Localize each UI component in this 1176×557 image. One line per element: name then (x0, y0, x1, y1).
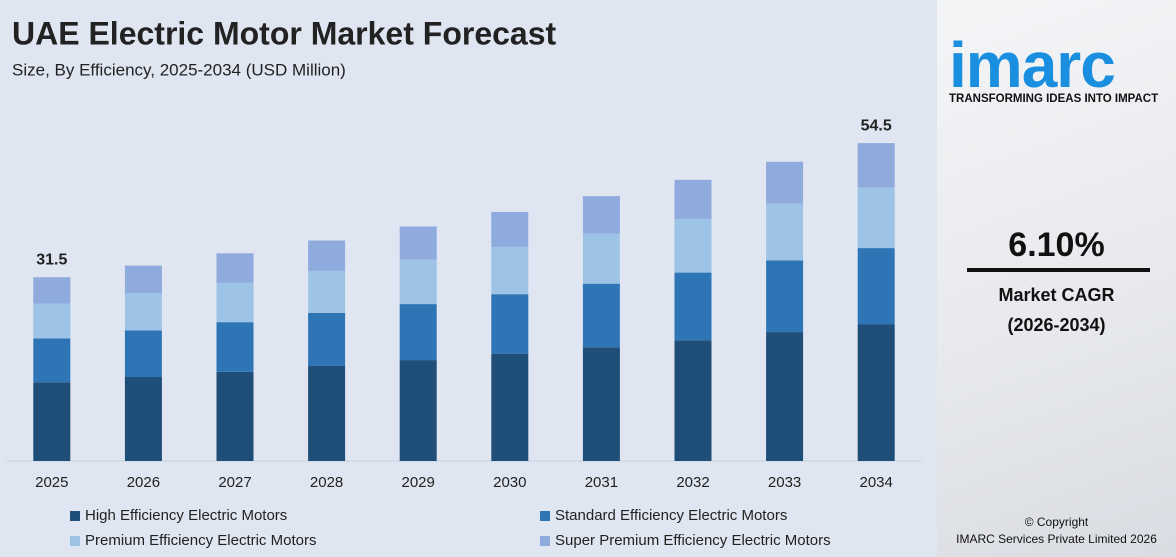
bar-segment (857, 143, 895, 188)
logo: imarc (949, 29, 1116, 101)
bar-segment (582, 196, 620, 234)
bar-segment (857, 187, 895, 249)
legend-label: Premium Efficiency Electric Motors (85, 532, 316, 549)
bar-segment (399, 360, 437, 461)
bar-segment (33, 303, 71, 339)
x-tick-label: 2028 (310, 474, 343, 491)
bar-segment (33, 338, 71, 383)
bar-segment (399, 304, 437, 361)
bar-segment (124, 265, 162, 293)
cagr-period: (2026-2034) (1007, 315, 1106, 335)
total-label: 54.5 (861, 117, 892, 134)
bar-segment (674, 218, 712, 273)
bar-segment (491, 353, 529, 461)
bar-segment (582, 283, 620, 348)
bar-segment (216, 371, 254, 461)
cagr-value: 6.10% (1008, 226, 1105, 264)
legend-swatch (540, 536, 550, 546)
bar-segment (857, 324, 895, 461)
legend-swatch (70, 536, 80, 546)
copyright: © Copyright (1024, 515, 1089, 529)
bar-segment (216, 282, 254, 323)
chart-title: UAE Electric Motor Market Forecast (12, 15, 557, 51)
bar-segment (766, 203, 804, 261)
bar-segment (399, 226, 437, 260)
bar-segment (124, 293, 162, 331)
bar-segment (216, 253, 254, 283)
bar-segment (124, 377, 162, 461)
bar-segment (308, 312, 346, 366)
bar-segment (308, 270, 346, 313)
bar-segment (33, 277, 71, 304)
bar-segment (308, 365, 346, 461)
company: IMARC Services Private Limited 2026 (956, 532, 1157, 546)
bar-segment (124, 330, 162, 377)
legend-swatch (70, 511, 80, 521)
divider (967, 268, 1150, 272)
bar-segment (766, 260, 804, 333)
bar-segment (399, 259, 437, 305)
total-label: 31.5 (36, 251, 67, 268)
bar-segment (674, 179, 712, 219)
cagr-label: Market CAGR (998, 285, 1115, 305)
tagline: TRANSFORMING IDEAS INTO IMPACT (949, 93, 1159, 105)
bar-segment (766, 161, 804, 204)
bar-segment (491, 211, 529, 247)
bar-segment (216, 322, 254, 372)
legend-label: Standard Efficiency Electric Motors (555, 507, 787, 524)
x-tick-label: 2029 (402, 474, 435, 491)
chart: UAE Electric Motor Market Forecast Size,… (6, 15, 922, 549)
chart-subtitle: Size, By Efficiency, 2025-2034 (USD Mill… (12, 60, 346, 79)
sidebar: imarc TRANSFORMING IDEAS INTO IMPACT 6.1… (937, 0, 1176, 557)
x-tick-label: 2027 (218, 474, 251, 491)
x-tick-label: 2025 (35, 474, 68, 491)
bar-segment (491, 294, 529, 354)
x-tick-label: 2033 (768, 474, 801, 491)
x-tick-label: 2031 (585, 474, 618, 491)
x-tick-label: 2032 (676, 474, 709, 491)
bar-segment (582, 347, 620, 461)
legend-label: High Efficiency Electric Motors (85, 507, 287, 524)
bar-segment (308, 240, 346, 271)
x-tick-label: 2026 (127, 474, 160, 491)
bar-segment (582, 233, 620, 284)
legend-label: Super Premium Efficiency Electric Motors (555, 532, 831, 549)
bar-segment (33, 382, 71, 461)
bar-segment (674, 340, 712, 461)
bar-segment (491, 246, 529, 295)
bar-segment (857, 248, 895, 325)
x-tick-label: 2034 (860, 474, 893, 491)
bar-segment (674, 272, 712, 341)
x-tick-label: 2030 (493, 474, 526, 491)
bar-segment (766, 332, 804, 461)
legend-swatch (540, 511, 550, 521)
